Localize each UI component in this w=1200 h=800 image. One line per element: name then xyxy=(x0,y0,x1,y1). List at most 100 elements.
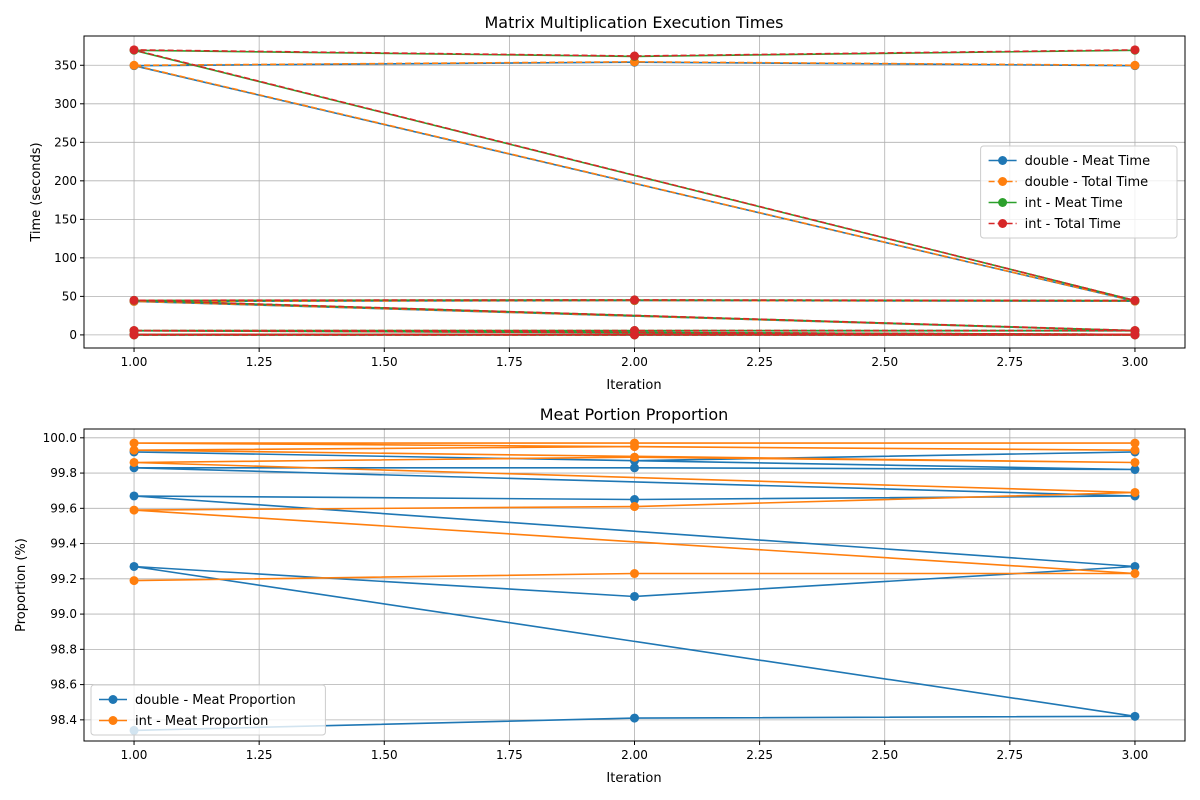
series-layer xyxy=(129,45,1140,340)
execution-times-chart: Matrix Multiplication Execution Times 1.… xyxy=(29,13,1186,393)
x-tick-label: 1.25 xyxy=(246,748,273,762)
data-point xyxy=(129,457,139,467)
y-tick-label: 100.0 xyxy=(43,431,77,445)
x-tick-label: 1.50 xyxy=(371,355,398,369)
data-point xyxy=(1130,487,1140,497)
legend-item: int - Meat Proportion xyxy=(99,714,268,729)
x-tick-label: 2.25 xyxy=(746,355,773,369)
legend-marker xyxy=(998,177,1008,186)
legend-label: int - Meat Proportion xyxy=(135,714,268,729)
data-point xyxy=(630,438,639,448)
y-tick-label: 99.2 xyxy=(50,572,77,586)
chart-title: Matrix Multiplication Execution Times xyxy=(484,13,783,32)
legend: double - Meat Proportion int - Meat Propo… xyxy=(90,684,326,736)
meat-proportion-chart: Meat Portion Proportion 1.00 1.25 1.50 1.75… xyxy=(14,405,1186,786)
y-tick-label: 350 xyxy=(54,58,77,72)
tick-layer: 1.00 1.25 1.50 1.75 2.00 2.25 2.50 2.75 3.00 98.4… xyxy=(43,431,1149,762)
data-point xyxy=(129,438,139,448)
data-point xyxy=(129,295,139,305)
y-tick-label: 150 xyxy=(54,212,77,226)
x-tick-label: 1.25 xyxy=(246,355,273,369)
data-point xyxy=(630,295,639,305)
legend-marker xyxy=(998,219,1008,228)
legend-marker xyxy=(998,156,1008,165)
data-point xyxy=(129,576,139,586)
legend-item: int - Total Time xyxy=(988,217,1121,232)
x-tick-label: 2.50 xyxy=(871,355,898,369)
data-point xyxy=(1130,561,1140,571)
y-tick-label: 98.6 xyxy=(50,678,77,692)
y-tick-label: 98.8 xyxy=(50,642,77,656)
series-3 xyxy=(129,45,1140,340)
x-tick-label: 2.25 xyxy=(746,748,773,762)
data-point xyxy=(630,452,639,462)
chart-title: Meat Portion Proportion xyxy=(540,405,729,424)
y-tick-label: 300 xyxy=(54,97,77,111)
data-point xyxy=(1130,295,1140,305)
data-point xyxy=(129,491,139,501)
legend-item: double - Total Time xyxy=(988,175,1149,190)
legend-item: double - Meat Time xyxy=(988,154,1151,169)
x-tick-label: 1.00 xyxy=(121,355,148,369)
y-tick-label: 99.0 xyxy=(50,607,77,621)
y-tick-label: 100 xyxy=(54,251,77,265)
tick-layer: 1.00 1.25 1.50 1.75 2.00 2.25 2.50 2.75 3.00 0 50 1… xyxy=(54,58,1148,369)
data-point xyxy=(129,326,139,336)
x-tick-label: 1.50 xyxy=(371,748,398,762)
legend-marker xyxy=(108,695,118,704)
data-point xyxy=(129,45,139,55)
y-tick-label: 98.4 xyxy=(50,713,77,727)
x-axis-label: Iteration xyxy=(606,771,661,786)
legend-box xyxy=(980,145,1178,239)
x-tick-label: 2.00 xyxy=(621,748,648,762)
x-tick-label: 2.75 xyxy=(996,748,1023,762)
y-tick-label: 99.8 xyxy=(50,466,77,480)
legend-label: double - Meat Time xyxy=(1025,154,1151,169)
x-tick-label: 1.00 xyxy=(121,748,148,762)
x-tick-label: 2.75 xyxy=(996,355,1023,369)
data-point xyxy=(630,591,639,601)
x-tick-label: 1.75 xyxy=(496,748,523,762)
data-point xyxy=(630,713,639,723)
data-point xyxy=(1130,465,1140,475)
data-point xyxy=(129,60,139,70)
legend-box xyxy=(90,684,326,736)
data-point xyxy=(630,569,639,579)
legend: double - Meat Time double - Total Time int… xyxy=(980,145,1178,239)
x-tick-label: 3.00 xyxy=(1122,355,1149,369)
y-axis-label: Time (seconds) xyxy=(29,142,44,242)
series-1 xyxy=(129,438,1140,586)
x-tick-label: 1.75 xyxy=(496,355,523,369)
data-point xyxy=(630,495,639,505)
data-point xyxy=(630,51,639,61)
legend-label: double - Total Time xyxy=(1025,175,1149,190)
data-point xyxy=(1130,438,1140,448)
data-point xyxy=(630,502,639,512)
data-point xyxy=(129,561,139,571)
y-tick-label: 99.4 xyxy=(50,537,77,551)
data-point xyxy=(630,463,639,473)
legend-marker xyxy=(108,716,118,725)
y-tick-label: 200 xyxy=(54,174,77,188)
legend-label: int - Total Time xyxy=(1025,217,1121,232)
data-point xyxy=(1130,45,1140,55)
legend-marker xyxy=(998,198,1008,207)
legend-label: int - Meat Time xyxy=(1025,196,1123,211)
data-point xyxy=(1130,60,1140,70)
x-tick-label: 2.50 xyxy=(871,748,898,762)
y-tick-label: 0 xyxy=(69,328,77,342)
data-point xyxy=(630,326,639,336)
legend-item: int - Meat Time xyxy=(988,196,1123,211)
x-tick-label: 3.00 xyxy=(1122,748,1149,762)
legend-item: double - Meat Proportion xyxy=(99,693,296,708)
data-point xyxy=(129,505,139,515)
y-tick-label: 50 xyxy=(62,289,77,303)
x-axis-label: Iteration xyxy=(606,378,661,393)
data-point xyxy=(129,445,139,455)
y-tick-label: 250 xyxy=(54,135,77,149)
y-tick-label: 99.6 xyxy=(50,501,77,515)
data-point xyxy=(1130,457,1140,467)
data-point xyxy=(1130,711,1140,721)
x-tick-label: 2.00 xyxy=(621,355,648,369)
